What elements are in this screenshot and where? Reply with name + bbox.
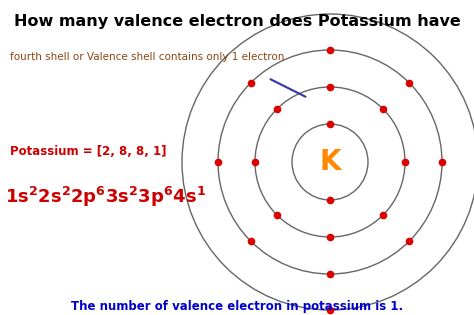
Text: $\mathbf{1s^22s^22p^63s^23p^64s^1}$: $\mathbf{1s^22s^22p^63s^23p^64s^1}$ xyxy=(5,185,206,209)
Text: fourth shell or Valence shell contains only 1 electron: fourth shell or Valence shell contains o… xyxy=(10,52,284,62)
Text: Potassium = [2, 8, 8, 1]: Potassium = [2, 8, 8, 1] xyxy=(10,145,166,158)
Text: K: K xyxy=(319,148,341,176)
Text: How many valence electron does Potassium have: How many valence electron does Potassium… xyxy=(14,14,460,29)
Text: The number of valence electron in potassium is 1.: The number of valence electron in potass… xyxy=(71,300,403,313)
